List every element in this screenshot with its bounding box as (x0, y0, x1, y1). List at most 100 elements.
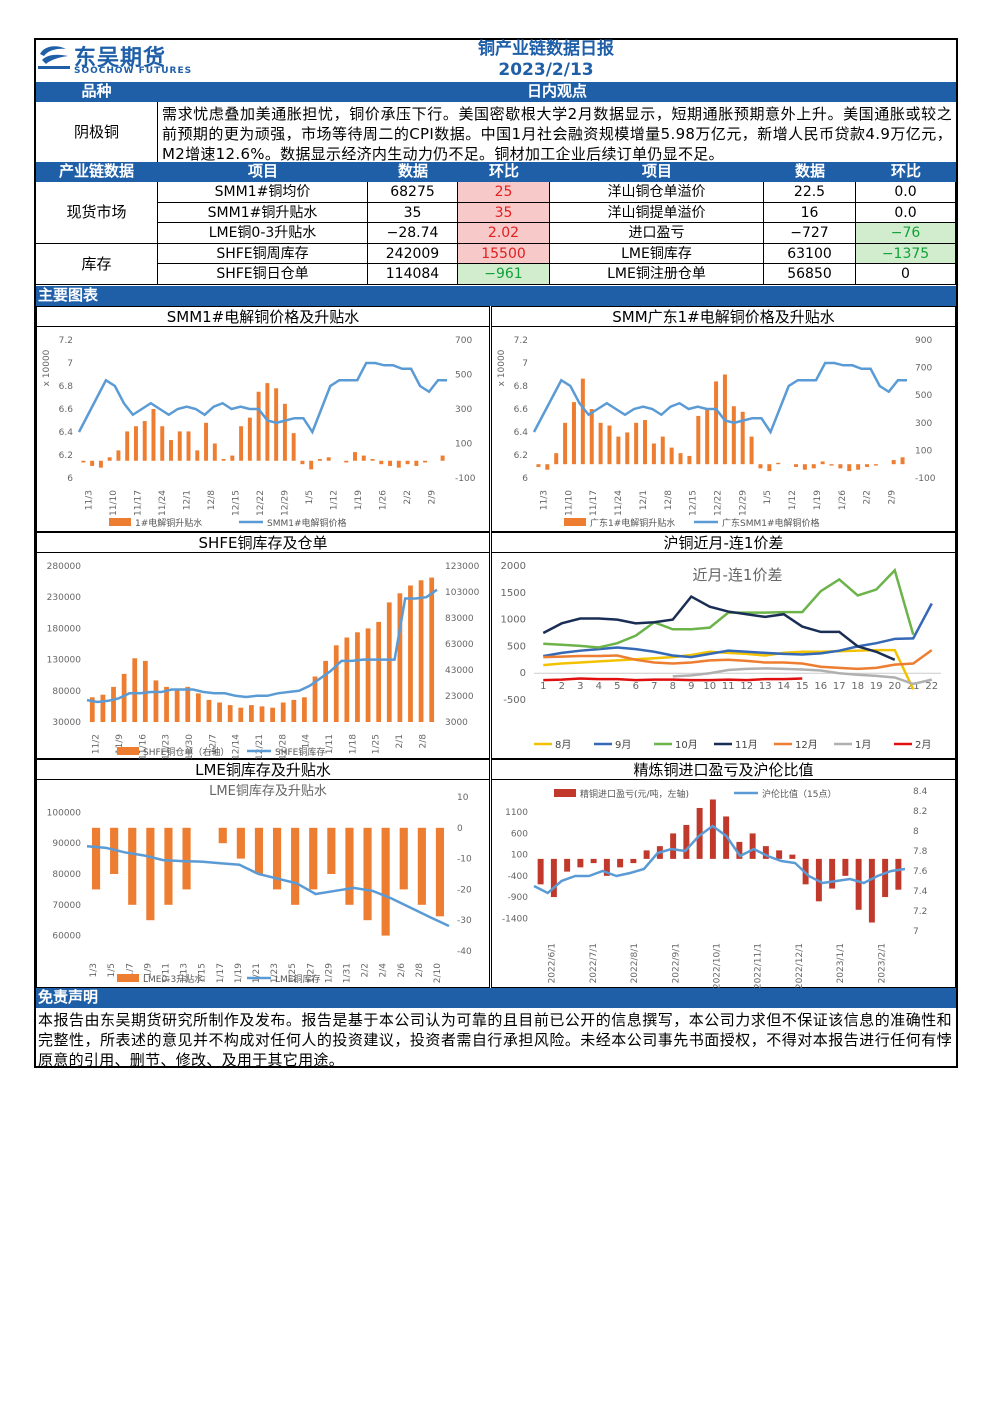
col-item2: 项目 (641, 162, 672, 180)
y-left-tick: -1400 (502, 914, 528, 924)
legend-swatch-bar (117, 974, 139, 982)
bar (767, 464, 772, 472)
chart-smm1: SMM1#电解铜价格及升贴水 6 6.2 6.4 6.6 6.8 7 7.2 -100 100 30… (36, 306, 490, 532)
bar (221, 459, 226, 461)
series-line (542, 594, 896, 661)
bar (370, 459, 375, 461)
bar (182, 827, 191, 890)
table-cell-chg2: 0.0 (856, 182, 956, 203)
legend-label: 9月 (615, 739, 631, 751)
x-tick-label: 1/21 (252, 963, 262, 983)
bar (376, 621, 382, 722)
col-chg2: 环比 (890, 162, 921, 180)
bar (550, 858, 557, 898)
logo-english-name: SOOCHOW FUTURES (74, 66, 193, 76)
x-tick-label: 22 (925, 681, 938, 692)
y-right-tick: 23000 (445, 692, 474, 702)
x-tick-label: 11/9 (115, 734, 125, 754)
bar (361, 455, 366, 461)
bar (132, 658, 138, 722)
col-chg: 环比 (488, 162, 519, 180)
bar (169, 440, 173, 461)
series-line (533, 824, 906, 895)
bar (259, 706, 265, 722)
y-right-tick: 100 (915, 446, 932, 456)
legend-label: SMM1#电解铜价格 (267, 517, 347, 529)
series-line (86, 845, 450, 928)
x-tick-label: 2022/12/1 (795, 943, 805, 988)
bar (536, 464, 541, 467)
x-tick-label: 18 (851, 681, 864, 692)
x-tick-label: 1/25 (288, 963, 298, 983)
bar (128, 827, 137, 905)
bar (651, 443, 656, 465)
x-tick-label: 11/3 (539, 490, 549, 510)
bar (107, 457, 112, 461)
x-tick-label: 1/15 (198, 963, 208, 983)
x-tick-label: 2/9 (888, 490, 898, 505)
x-tick-label: 12/8 (207, 490, 217, 510)
bar (762, 846, 769, 859)
x-tick-label: 7 (651, 681, 657, 692)
table-cell-value2: 22.5 (764, 182, 856, 203)
y-right-tick: 7.2 (913, 907, 927, 917)
y-left-tick: 180000 (47, 624, 82, 634)
series-line (672, 667, 933, 686)
x-tick-label: 1/26 (379, 490, 389, 510)
chart-inner-title: 近月-连1价差 (693, 566, 783, 584)
y-left-tick: 230000 (47, 593, 82, 603)
legend-swatch-bar (117, 747, 139, 755)
bar (146, 827, 155, 921)
bar (714, 381, 719, 465)
bar (696, 807, 703, 859)
y-right-tick: 7 (913, 927, 919, 937)
chart-shfe: SHFE铜库存及仓单 30000 80000 130000 180000 230000 28… (36, 532, 490, 759)
bar (842, 858, 849, 876)
x-tick-label: 12/15 (689, 490, 699, 516)
bar (660, 436, 665, 465)
table-cell-item: LME铜0-3升贴水 (158, 223, 368, 244)
bar (634, 422, 639, 465)
bar (749, 436, 754, 465)
x-tick-label: 1/19 (234, 963, 244, 983)
x-tick-label: 1/7 (125, 963, 135, 977)
logo-mark-icon (38, 46, 70, 69)
y-right-tick: -100 (455, 474, 476, 484)
x-tick-label: 1/17 (216, 963, 226, 983)
bar (323, 660, 329, 722)
y-tick: 1000 (501, 615, 526, 626)
chart-title: SMM1#电解铜价格及升贴水 (37, 307, 489, 327)
bar (282, 403, 287, 461)
bar (227, 705, 233, 722)
section-header: 产业链数据 (58, 162, 134, 180)
bar (643, 420, 648, 465)
y-axis-label: x 10000 (497, 349, 507, 386)
col-value: 数据 (397, 162, 428, 180)
x-tick-label: 11/10 (564, 490, 574, 516)
x-tick-label: 2/1 (395, 734, 405, 748)
chart-lme: LME铜库存及升贴水 60000 70000 80000 90000 100000 -40 -… (36, 759, 490, 988)
table-cell-value: 242009 (368, 243, 458, 265)
y-left-tick: 7.2 (514, 336, 528, 346)
bar (865, 464, 870, 467)
bar (802, 464, 807, 470)
bar (564, 858, 571, 872)
y-right-tick: 103000 (445, 588, 480, 598)
table-cell-item: SMM1#铜升贴水 (158, 202, 368, 224)
x-tick-label: 11/30 (185, 734, 195, 759)
y-right-tick: 83000 (445, 614, 474, 624)
x-tick-label: 1/11 (161, 963, 171, 983)
bar (345, 827, 354, 905)
report-header: 东吴期货 SOOCHOW FUTURES 铜产业链数据日报 2023/2/13 (36, 40, 956, 82)
x-tick-label: 11/23 (162, 734, 172, 759)
bar (838, 464, 843, 469)
y-left-tick: 80000 (52, 870, 81, 880)
table-cell-chg: −961 (458, 264, 550, 285)
x-tick-label: 12/15 (231, 490, 241, 516)
bar (829, 858, 836, 889)
y-left-tick: 80000 (52, 687, 81, 697)
x-tick-label: 11/24 (614, 490, 624, 516)
x-tick-label: 1/26 (838, 490, 848, 510)
y-right-tick: 8.4 (913, 787, 928, 797)
